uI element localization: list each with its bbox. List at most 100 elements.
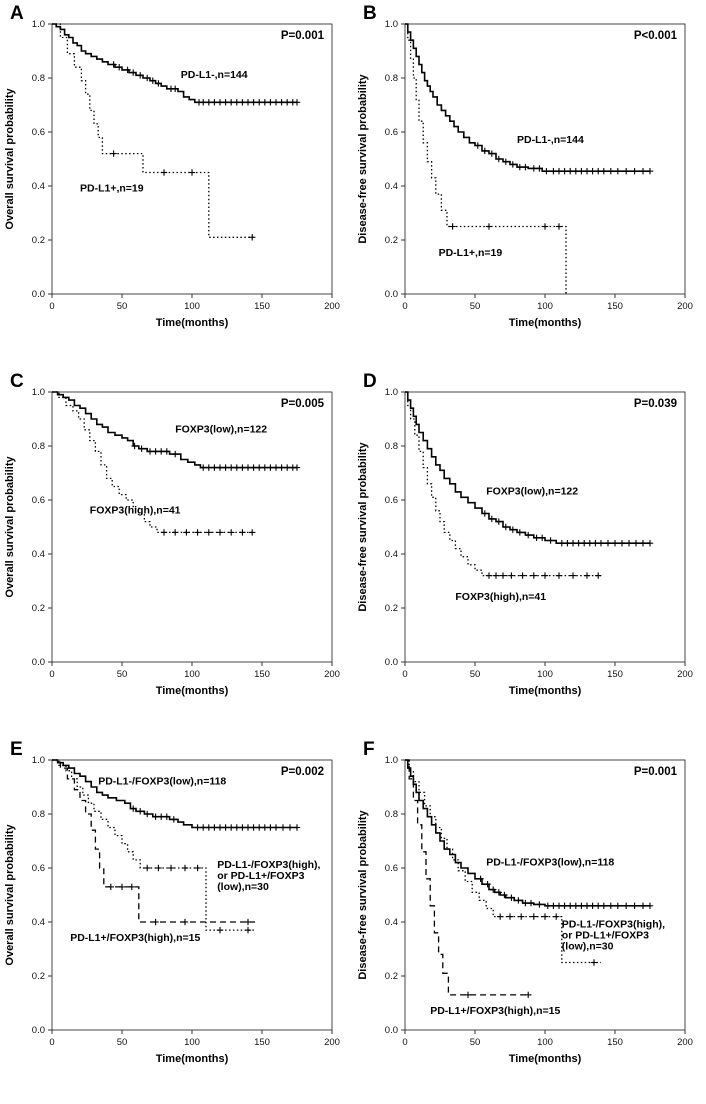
x-tick-label: 200 bbox=[324, 669, 340, 680]
series-label: FOXP3(low),n=122 bbox=[175, 424, 267, 436]
x-axis-label: Time(months) bbox=[156, 685, 229, 697]
x-tick-label: 150 bbox=[254, 301, 270, 312]
y-tick-label: 0.8 bbox=[32, 441, 45, 452]
y-tick-label: 0.4 bbox=[32, 917, 45, 928]
y-tick-label: 0.4 bbox=[32, 549, 45, 560]
y-axis-label: Disease-free survival probability bbox=[357, 809, 369, 979]
plot-frame bbox=[404, 391, 686, 663]
p-value-label: P=0.039 bbox=[634, 398, 677, 410]
panel-letter-B: B bbox=[363, 3, 377, 24]
survival-curve bbox=[405, 23, 567, 294]
x-tick-label: 200 bbox=[324, 1037, 340, 1048]
x-tick-label: 100 bbox=[184, 301, 200, 312]
x-tick-label: 0 bbox=[49, 669, 54, 680]
y-tick-label: 0.4 bbox=[385, 917, 398, 928]
y-tick-label: 1.0 bbox=[32, 755, 45, 766]
y-tick-label: 0.8 bbox=[385, 809, 398, 820]
survival-curve bbox=[52, 23, 255, 238]
survival-curve bbox=[52, 23, 297, 104]
survival-curve bbox=[405, 391, 650, 544]
x-tick-label: 50 bbox=[117, 1037, 128, 1048]
p-value-label: P=0.005 bbox=[281, 398, 325, 410]
plot-frame bbox=[51, 23, 333, 295]
y-axis-label: Overall survival probability bbox=[4, 456, 16, 598]
x-tick-label: 0 bbox=[402, 301, 407, 312]
y-tick-label: 0.2 bbox=[385, 971, 398, 982]
survival-curve bbox=[405, 391, 601, 577]
series-label: PD-L1+/FOXP3(high),n=15 bbox=[430, 1005, 560, 1017]
series-label: PD-L1+/FOXP3(high),n=15 bbox=[70, 932, 200, 944]
survival-curve bbox=[52, 391, 297, 469]
y-tick-label: 0.8 bbox=[32, 73, 45, 84]
series-label: FOXP3(low),n=122 bbox=[486, 486, 578, 498]
y-tick-label: 0.2 bbox=[32, 603, 45, 614]
series-label: PD-L1+,n=19 bbox=[439, 247, 503, 259]
panel-C: C 0.0 0.2 0.4 0.6 0.8 1.0 0 50 100 150 200 Time(mon… bbox=[0, 368, 353, 736]
km-plot-B: 0.0 0.2 0.4 0.6 0.8 1.0 0 50 100 150 200 Time(month… bbox=[357, 19, 693, 329]
panel-B: B 0.0 0.2 0.4 0.6 0.8 1.0 0 50 100 150 200 Time(mon… bbox=[353, 0, 706, 368]
y-tick-label: 0.6 bbox=[385, 863, 398, 874]
y-axis-label: Disease-free survival probability bbox=[357, 73, 369, 243]
x-tick-label: 100 bbox=[184, 1037, 200, 1048]
y-tick-label: 0.4 bbox=[385, 549, 398, 560]
x-tick-label: 100 bbox=[537, 301, 553, 312]
x-tick-label: 50 bbox=[470, 301, 481, 312]
series-label: PD-L1-/FOXP3(high), or PD-L1+/FOXP3 (low),… bbox=[217, 859, 320, 893]
y-axis-label: Disease-free survival probability bbox=[357, 441, 369, 611]
panel-F: F 0.0 0.2 0.4 0.6 0.8 1.0 0 50 100 150 200 Time(mon… bbox=[353, 736, 706, 1104]
y-tick-label: 0.4 bbox=[385, 181, 398, 192]
survival-curve bbox=[52, 759, 255, 931]
y-tick-label: 0.8 bbox=[385, 441, 398, 452]
series-label: PD-L1-/FOXP3(high), or PD-L1+/FOXP3 (low),… bbox=[562, 918, 665, 952]
y-tick-label: 0.6 bbox=[32, 127, 45, 138]
panel-letter-D: D bbox=[363, 371, 377, 392]
x-axis-label: Time(months) bbox=[509, 317, 582, 329]
series-label: FOXP3(high),n=41 bbox=[90, 505, 181, 517]
panel-D: D 0.0 0.2 0.4 0.6 0.8 1.0 0 50 100 150 200 Time(mon… bbox=[353, 368, 706, 736]
km-plot-F: 0.0 0.2 0.4 0.6 0.8 1.0 0 50 100 150 200 Time(month… bbox=[357, 755, 693, 1065]
x-axis-label: Time(months) bbox=[509, 1053, 582, 1065]
panel-E: E 0.0 0.2 0.4 0.6 0.8 1.0 0 50 100 150 200 Time(mon… bbox=[0, 736, 353, 1104]
x-axis-label: Time(months) bbox=[509, 685, 582, 697]
y-axis-label: Overall survival probability bbox=[4, 824, 16, 966]
x-tick-label: 0 bbox=[402, 669, 407, 680]
plot-frame bbox=[404, 759, 686, 1031]
km-plot-D: 0.0 0.2 0.4 0.6 0.8 1.0 0 50 100 150 200 Time(month… bbox=[357, 387, 693, 697]
x-axis-label: Time(months) bbox=[156, 1053, 229, 1065]
y-tick-label: 0.0 bbox=[32, 289, 45, 300]
y-tick-label: 0.8 bbox=[32, 809, 45, 820]
x-axis-label: Time(months) bbox=[156, 317, 229, 329]
x-tick-label: 150 bbox=[607, 669, 623, 680]
y-tick-label: 1.0 bbox=[32, 387, 45, 398]
x-tick-label: 150 bbox=[607, 301, 623, 312]
y-axis-label: Overall survival probability bbox=[4, 88, 16, 230]
p-value-label: P=0.002 bbox=[281, 766, 324, 778]
panel-letter-C: C bbox=[10, 371, 24, 392]
x-tick-label: 50 bbox=[470, 1037, 481, 1048]
y-tick-label: 0.6 bbox=[385, 495, 398, 506]
x-tick-label: 50 bbox=[117, 301, 128, 312]
panel-A: A 0.0 0.2 0.4 0.6 0.8 1.0 0 50 100 150 200 Time(mon… bbox=[0, 0, 353, 368]
y-tick-label: 0.8 bbox=[385, 73, 398, 84]
x-tick-label: 200 bbox=[677, 1037, 693, 1048]
survival-curve bbox=[52, 759, 255, 923]
p-value-label: P=0.001 bbox=[281, 30, 325, 42]
y-tick-label: 0.0 bbox=[32, 657, 45, 668]
series-label: PD-L1-/FOXP3(low),n=118 bbox=[98, 775, 226, 787]
y-tick-label: 0.2 bbox=[32, 971, 45, 982]
series-label: PD-L1-,n=144 bbox=[181, 69, 248, 81]
survival-curve bbox=[52, 391, 255, 534]
y-tick-label: 1.0 bbox=[385, 19, 398, 30]
y-tick-label: 0.0 bbox=[385, 289, 398, 300]
y-tick-label: 1.0 bbox=[385, 755, 398, 766]
y-tick-label: 1.0 bbox=[32, 19, 45, 30]
y-tick-label: 0.6 bbox=[32, 495, 45, 506]
x-tick-label: 150 bbox=[254, 669, 270, 680]
y-tick-label: 0.2 bbox=[385, 603, 398, 614]
x-tick-label: 50 bbox=[470, 669, 481, 680]
panel-letter-F: F bbox=[363, 739, 375, 760]
survival-curve bbox=[52, 759, 297, 829]
y-tick-label: 0.0 bbox=[385, 1025, 398, 1036]
x-tick-label: 150 bbox=[607, 1037, 623, 1048]
survival-curve bbox=[405, 759, 531, 996]
